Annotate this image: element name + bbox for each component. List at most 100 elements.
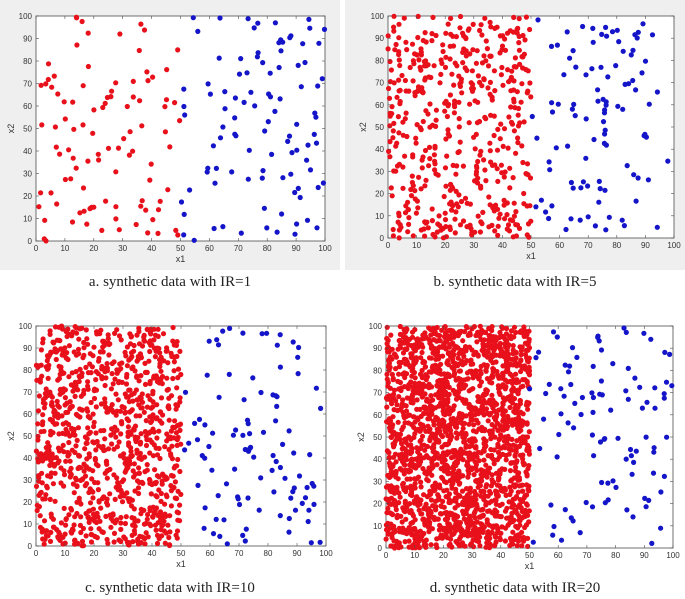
y-tick-label: 40 (23, 454, 32, 463)
data-point (311, 131, 317, 137)
data-point (608, 407, 614, 413)
data-point (172, 479, 178, 485)
data-point (510, 175, 516, 181)
data-point (286, 515, 292, 522)
data-point (524, 473, 530, 479)
data-point (319, 76, 325, 82)
data-point (449, 207, 455, 213)
data-point (46, 362, 52, 368)
data-point (446, 542, 452, 548)
data-point (148, 491, 154, 497)
data-point (116, 483, 122, 489)
data-point (385, 383, 391, 389)
data-point (426, 381, 432, 387)
data-point (404, 359, 410, 365)
data-point (439, 475, 446, 481)
data-point (422, 183, 428, 189)
data-point (150, 74, 156, 80)
data-point (128, 429, 134, 435)
data-point (101, 494, 107, 500)
data-point (426, 465, 432, 471)
data-point (210, 531, 217, 537)
data-point (473, 462, 479, 468)
data-point (621, 223, 627, 229)
data-point (139, 405, 145, 411)
data-point (91, 395, 98, 402)
data-point (509, 400, 516, 406)
data-point (394, 512, 401, 518)
data-point (411, 541, 418, 547)
data-point (89, 488, 95, 494)
data-point (134, 478, 141, 484)
data-point (386, 455, 392, 461)
data-point (514, 222, 521, 228)
data-point (418, 355, 424, 361)
data-point (440, 378, 446, 384)
data-point (510, 29, 516, 35)
data-point (654, 89, 660, 95)
data-point (101, 338, 107, 344)
data-point (572, 400, 578, 406)
data-point (158, 368, 164, 374)
data-point (409, 392, 416, 398)
data-point (177, 118, 183, 124)
data-point (276, 40, 282, 46)
data-point (457, 13, 464, 20)
data-point (412, 536, 418, 542)
data-point (292, 507, 299, 513)
data-point (138, 431, 144, 437)
data-point (519, 488, 526, 494)
data-point (524, 420, 530, 426)
data-point (133, 413, 139, 419)
data-point (444, 153, 450, 159)
data-point (478, 493, 484, 499)
data-point (410, 400, 416, 406)
data-point (410, 183, 416, 189)
data-point (418, 186, 424, 192)
data-point (152, 354, 158, 360)
data-point (141, 409, 147, 415)
data-point (403, 457, 409, 463)
data-point (393, 398, 399, 404)
data-point (142, 381, 149, 387)
data-point (175, 47, 181, 53)
data-point (507, 404, 513, 411)
data-point (442, 324, 448, 330)
data-point (429, 30, 435, 37)
data-point (451, 514, 457, 521)
data-point (425, 423, 431, 429)
data-point (73, 165, 79, 171)
data-point (387, 139, 393, 145)
data-point (465, 492, 471, 498)
data-point (392, 529, 398, 535)
data-point (178, 371, 184, 378)
y-tick-label: 30 (23, 476, 32, 485)
data-point (571, 425, 577, 431)
data-point (105, 468, 111, 474)
data-point (473, 171, 479, 177)
data-point (144, 69, 150, 75)
data-point (628, 52, 634, 58)
data-point (108, 386, 114, 392)
data-point (419, 393, 425, 399)
data-point (102, 100, 108, 106)
data-point (55, 377, 61, 383)
data-point (109, 371, 115, 377)
data-point (113, 434, 119, 440)
data-point (590, 25, 596, 31)
data-point (170, 473, 176, 479)
data-point (121, 477, 127, 483)
data-point (137, 450, 143, 456)
data-point (413, 140, 419, 146)
data-point (76, 495, 82, 501)
data-point (118, 419, 125, 425)
data-point (567, 55, 573, 61)
data-point (105, 446, 112, 452)
data-point (487, 140, 493, 146)
data-point (436, 403, 442, 409)
data-point (492, 340, 498, 346)
data-point (245, 176, 251, 182)
data-point (495, 444, 501, 450)
scatter-panel-a: 0 10 20 30 40 50 60 70 80 90 100 0 10 20 30 40 50 60 70 80 9… (0, 0, 340, 270)
data-point (119, 360, 125, 366)
